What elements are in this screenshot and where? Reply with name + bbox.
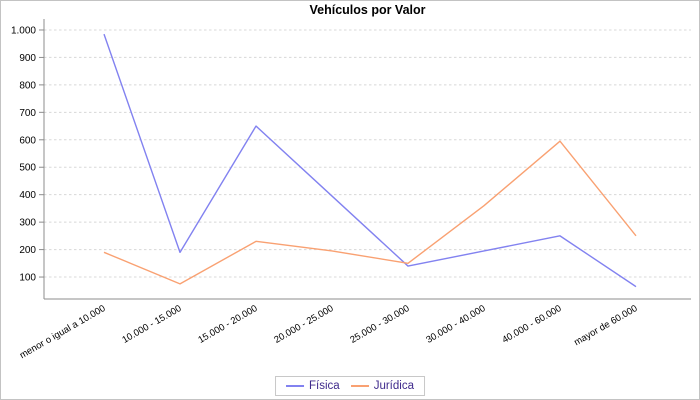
- y-tick-label: 500: [19, 163, 36, 174]
- y-tick-label: 400: [19, 190, 36, 201]
- legend-label-fisica: Física: [309, 380, 340, 392]
- y-tick-label: 900: [19, 53, 36, 64]
- legend-item-juridica: Jurídica: [350, 380, 414, 392]
- series-line-física: [103, 33, 637, 288]
- x-category-label: 30.000 - 40.000: [424, 303, 487, 346]
- x-category-label: 10.000 - 15.000: [120, 303, 183, 346]
- x-category-label: 25.000 - 30.000: [348, 303, 411, 346]
- x-category-label: mayor de 60.000: [572, 303, 639, 348]
- juridica-line-swatch: [350, 385, 369, 387]
- legend-item-fisica: Física: [286, 380, 340, 392]
- x-category-label: 40.000 - 60.000: [500, 303, 563, 346]
- series-line-jurídica: [103, 140, 637, 285]
- chart-title: Vehículos por Valor: [309, 3, 426, 17]
- y-tick-label: 1.000: [11, 25, 36, 36]
- y-tick-label: 600: [19, 135, 36, 146]
- fisica-line-swatch: [286, 385, 305, 387]
- y-tick-label: 300: [19, 218, 36, 229]
- x-category-label: 15.000 - 20.000: [196, 303, 259, 346]
- x-category-label: 20.000 - 25.000: [272, 303, 335, 346]
- y-tick-label: 700: [19, 108, 36, 119]
- y-tick-label: 800: [19, 80, 36, 91]
- y-tick-label: 200: [19, 245, 36, 256]
- legend: Física Jurídica: [275, 376, 425, 396]
- y-tick-label: 100: [19, 273, 36, 284]
- x-category-label: menor o igual a 10.000: [18, 303, 108, 361]
- legend-label-juridica: Jurídica: [373, 380, 414, 392]
